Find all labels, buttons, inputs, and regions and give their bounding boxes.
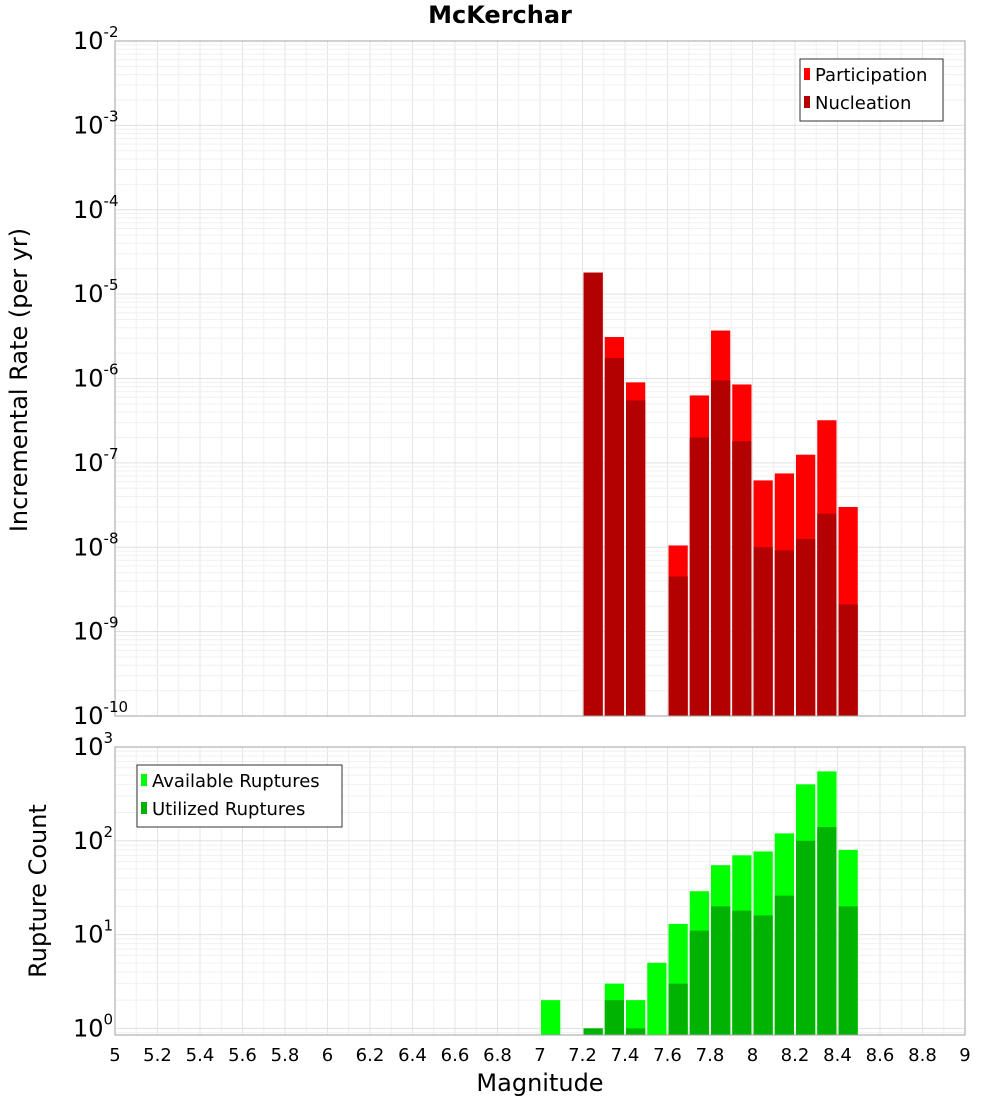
count-panel: 100 101 102 103 Available Ruptures Utilized R… (73, 729, 966, 1042)
x-tick-label: 5.6 (228, 1045, 257, 1066)
utilized-ruptures-bar (626, 1028, 646, 1035)
y-tick-label: 10-10 (73, 698, 128, 730)
nucleation-bar (753, 547, 773, 716)
y-tick-label: 101 (73, 917, 113, 949)
nucleation-bar (817, 513, 837, 716)
utilized-ruptures-bar (817, 827, 837, 1035)
utilized-ruptures-bar (689, 930, 709, 1035)
x-tick-label: 8.6 (866, 1045, 895, 1066)
nucleation-bar (796, 539, 816, 716)
y-tick-label: 10-6 (73, 361, 119, 393)
utilized-ruptures-bar (711, 906, 731, 1035)
count-y-axis-label: Rupture Count (24, 804, 52, 978)
chart-title: McKerchar (428, 1, 572, 29)
legend-swatch (141, 774, 147, 786)
plot-frame (114, 40, 966, 717)
x-axis-label: Magnitude (476, 1069, 603, 1097)
plot-frame (114, 746, 966, 1036)
nucleation-bar (774, 550, 794, 716)
x-tick-label: 9 (959, 1045, 970, 1066)
nucleation-bar (689, 437, 709, 716)
utilized-ruptures-bar (774, 895, 794, 1035)
legend-entry: Nucleation (815, 93, 911, 114)
x-tick-label: 5.8 (271, 1045, 300, 1066)
available-ruptures-bar (626, 1000, 646, 1035)
x-tick-label: 6.6 (441, 1045, 470, 1066)
available-ruptures-bar (541, 1000, 561, 1035)
x-axis-ticks: 5 5.2 5.4 5.6 5.8 6 6.2 6.4 6.6 6.8 7 7.2 7.4 7.6 7.8 8… (109, 1045, 970, 1066)
utilized-ruptures-bar (838, 906, 858, 1035)
y-tick-label: 10-5 (73, 276, 119, 308)
utilized-ruptures-bar (668, 983, 688, 1035)
rate-panel: 10-10 10-9 10-8 10-7 10-6 10-5 10-4 10-3 10-2 Par… (73, 23, 966, 730)
x-tick-label: 8.4 (823, 1045, 852, 1066)
y-tick-label: 10-9 (73, 614, 119, 646)
y-tick-label: 10-4 (73, 192, 119, 224)
nucleation-bar (711, 380, 731, 716)
x-tick-label: 7.2 (568, 1045, 597, 1066)
x-tick-label: 5.2 (143, 1045, 172, 1066)
x-tick-label: 6.4 (398, 1045, 427, 1066)
utilized-ruptures-bar (753, 915, 773, 1035)
y-tick-label: 10-7 (73, 445, 119, 477)
x-tick-label: 6 (322, 1045, 333, 1066)
utilized-ruptures-bar (732, 910, 752, 1035)
nucleation-bar (583, 272, 603, 716)
utilized-ruptures-bar (604, 1000, 624, 1035)
x-tick-label: 7.6 (653, 1045, 682, 1066)
legend-entry: Participation (815, 65, 927, 86)
nucleation-bar (838, 604, 858, 716)
nucleation-bar (668, 576, 688, 716)
y-tick-label: 10-3 (73, 107, 119, 139)
x-tick-label: 7.4 (611, 1045, 640, 1066)
y-tick-label: 10-8 (73, 529, 119, 561)
x-tick-label: 8 (747, 1045, 758, 1066)
nucleation-bar (732, 441, 752, 716)
x-tick-label: 5.4 (186, 1045, 215, 1066)
legend-entry: Utilized Ruptures (152, 799, 305, 820)
available-ruptures-bar (647, 962, 667, 1035)
legend-box (799, 58, 944, 122)
x-tick-label: 6.2 (356, 1045, 385, 1066)
y-tick-label: 10-2 (73, 23, 119, 55)
x-tick-label: 7.8 (696, 1045, 725, 1066)
utilized-ruptures-bar (583, 1028, 603, 1035)
utilized-ruptures-bar (796, 840, 816, 1035)
y-tick-label: 102 (73, 823, 113, 855)
legend-entry: Available Ruptures (152, 771, 320, 792)
legend-swatch (804, 68, 810, 80)
legend-swatch (804, 96, 810, 108)
y-tick-label: 103 (73, 729, 113, 761)
y-tick-label: 100 (73, 1010, 113, 1042)
legend-swatch (141, 802, 147, 814)
x-tick-label: 7 (534, 1045, 545, 1066)
nucleation-bar (604, 357, 624, 716)
x-tick-label: 8.2 (781, 1045, 810, 1066)
x-tick-label: 6.8 (483, 1045, 512, 1066)
legend-box (136, 764, 343, 828)
nucleation-bar (626, 400, 646, 716)
x-tick-label: 5 (109, 1045, 120, 1066)
rate-y-axis-label: Incremental Rate (per yr) (5, 228, 33, 532)
x-tick-label: 8.8 (908, 1045, 937, 1066)
